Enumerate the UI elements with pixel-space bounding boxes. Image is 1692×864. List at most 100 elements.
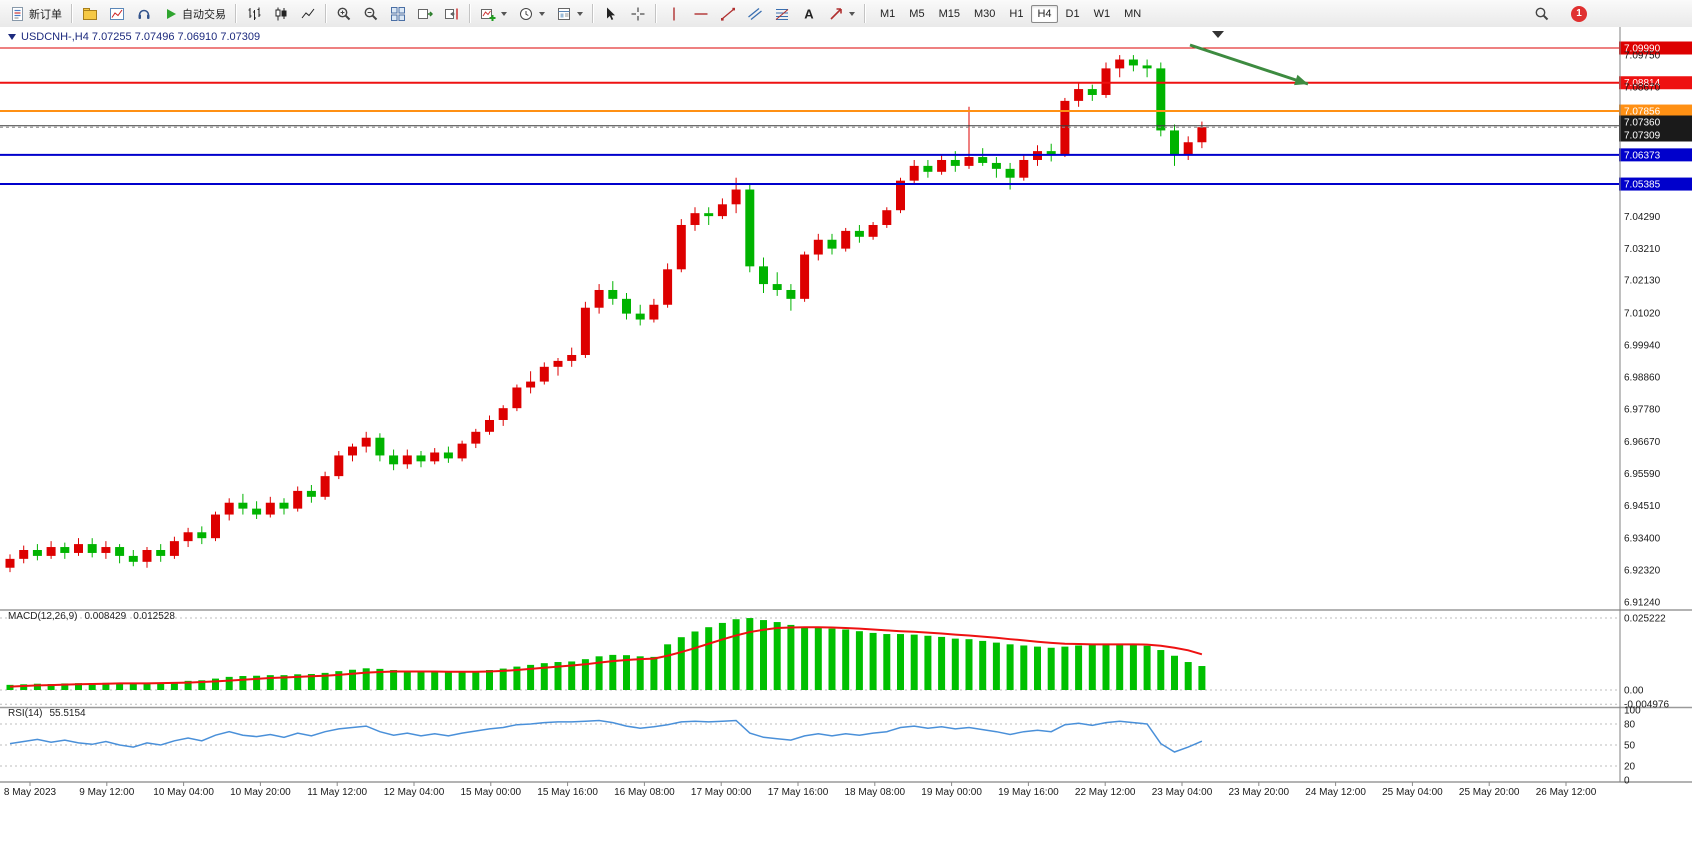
chart-shift-button[interactable] — [439, 2, 465, 26]
svg-text:6.94510: 6.94510 — [1624, 501, 1661, 512]
svg-text:20: 20 — [1624, 762, 1636, 773]
svg-text:7.03210: 7.03210 — [1624, 244, 1661, 255]
trend-arrow-annotation[interactable] — [1189, 43, 1309, 86]
svg-text:7.09750: 7.09750 — [1624, 51, 1661, 62]
trendline-tool-button[interactable] — [715, 2, 741, 26]
channel-icon — [748, 7, 762, 20]
market-watch-button[interactable] — [131, 2, 157, 26]
horizontal-price-lines[interactable] — [0, 47, 1620, 186]
line-chart-icon — [301, 8, 315, 18]
svg-text:6.91240: 6.91240 — [1624, 598, 1661, 609]
text-tool-button[interactable]: A — [796, 2, 822, 26]
cursor-icon — [607, 7, 615, 20]
fibonacci-tool-button[interactable] — [769, 2, 795, 26]
candlestick-mode-button[interactable] — [268, 2, 294, 26]
indicators-icon — [481, 8, 496, 21]
candles — [5, 55, 1207, 573]
rsi-name: RSI(14) — [8, 708, 43, 719]
svg-text:25 May 20:00: 25 May 20:00 — [1459, 787, 1520, 798]
svg-text:50: 50 — [1624, 741, 1636, 752]
text-icon: A — [804, 6, 814, 21]
profiles-button[interactable] — [77, 2, 103, 26]
new-chart-icon — [110, 7, 124, 20]
line-chart-mode-button[interactable] — [295, 2, 321, 26]
svg-text:9 May 12:00: 9 May 12:00 — [79, 787, 134, 798]
toolbar-separator — [469, 4, 471, 23]
svg-text:6.99940: 6.99940 — [1624, 340, 1661, 351]
clock-icon — [520, 7, 532, 20]
svg-text:8 May 2023: 8 May 2023 — [4, 787, 57, 798]
new-order-button[interactable]: 新订单 — [5, 2, 67, 26]
timeframe-mn[interactable]: MN — [1124, 7, 1142, 20]
vertical-line-tool-button[interactable] — [661, 2, 687, 26]
auto-scroll-button[interactable] — [412, 2, 438, 26]
time-axis[interactable]: 8 May 2023 9 May 12:00 10 May 04:00 10 May … — [4, 782, 1597, 798]
timeframe-group: M1 M5 M15 M30 H1 H4 D1 W1 MN — [874, 4, 1147, 23]
timeframe-h4[interactable]: H4 — [1031, 4, 1058, 23]
svg-text:22 May 12:00: 22 May 12:00 — [1075, 787, 1136, 798]
search-button[interactable] — [1529, 2, 1555, 26]
bar-chart-mode-button[interactable] — [241, 2, 267, 26]
svg-text:19 May 16:00: 19 May 16:00 — [998, 787, 1059, 798]
zoom-in-button[interactable] — [331, 2, 357, 26]
rsi-indicator-label: RSI(14) 55.5154 — [8, 708, 86, 719]
svg-text:25 May 04:00: 25 May 04:00 — [1382, 787, 1443, 798]
pane-separators[interactable] — [0, 609, 1692, 783]
template-icon — [558, 7, 570, 20]
svg-text:7.04290: 7.04290 — [1624, 212, 1661, 223]
tile-windows-button[interactable] — [385, 2, 411, 26]
svg-text:7.09990: 7.09990 — [1624, 44, 1661, 55]
svg-text:7.07309: 7.07309 — [1624, 131, 1661, 142]
svg-text:7.08814: 7.08814 — [1624, 78, 1661, 89]
timeframe-m30[interactable]: M30 — [973, 7, 996, 20]
rsi-pane — [0, 719, 1620, 767]
macd-indicator-label: MACD(12,26,9) 0.008429 0.012528 — [8, 611, 175, 622]
svg-text:17 May 16:00: 17 May 16:00 — [768, 787, 829, 798]
svg-text:0.025222: 0.025222 — [1624, 614, 1666, 625]
timeframe-w1[interactable]: W1 — [1093, 7, 1111, 20]
svg-text:7.07856: 7.07856 — [1624, 107, 1661, 118]
ohlc-bars-icon — [248, 7, 261, 20]
toolbar-right-group: 1 — [1529, 2, 1587, 26]
periods-button[interactable] — [513, 2, 550, 26]
svg-text:10 May 20:00: 10 May 20:00 — [230, 787, 291, 798]
svg-text:24 May 12:00: 24 May 12:00 — [1305, 787, 1366, 798]
autotrading-button[interactable]: 自动交易 — [158, 2, 231, 26]
svg-text:7.02130: 7.02130 — [1624, 276, 1661, 287]
zoom-out-button[interactable] — [358, 2, 384, 26]
search-icon — [1535, 7, 1549, 20]
zoom-in-icon — [337, 7, 351, 20]
expander-triangle-icon[interactable] — [8, 34, 16, 40]
channel-tool-button[interactable] — [742, 2, 768, 26]
templates-button[interactable] — [551, 2, 588, 26]
main-toolbar: 新订单 自动交易 — [0, 0, 1692, 28]
timeframe-m15[interactable]: M15 — [938, 7, 960, 20]
chart-shift-marker — [1212, 31, 1224, 38]
horizontal-line-icon — [694, 12, 708, 15]
arrows-tool-button[interactable] — [823, 2, 860, 26]
headset-icon — [138, 9, 150, 19]
timeframe-m1[interactable]: M1 — [880, 7, 896, 20]
timeframe-d1[interactable]: D1 — [1065, 7, 1080, 20]
autotrading-label: 自动交易 — [182, 8, 226, 21]
svg-text:26 May 12:00: 26 May 12:00 — [1536, 787, 1597, 798]
toolbar-separator — [71, 4, 73, 23]
macd-pane — [0, 617, 1620, 705]
horizontal-line-tool-button[interactable] — [688, 2, 714, 26]
notification-badge[interactable]: 1 — [1571, 5, 1587, 22]
rsi-value: 55.5154 — [49, 708, 86, 719]
indicators-button[interactable] — [475, 2, 512, 26]
svg-text:16 May 08:00: 16 May 08:00 — [614, 787, 675, 798]
timeframe-m5[interactable]: M5 — [909, 7, 925, 20]
macd-signal-value: 0.012528 — [133, 611, 175, 622]
cursor-tool-button[interactable] — [598, 2, 624, 26]
svg-text:6.92320: 6.92320 — [1624, 566, 1661, 577]
chart-shift-icon — [445, 8, 458, 19]
crosshair-tool-button[interactable] — [625, 2, 651, 26]
svg-text:6.98860: 6.98860 — [1624, 372, 1661, 383]
arrow-object-icon — [830, 7, 842, 20]
timeframe-h1[interactable]: H1 — [1009, 7, 1024, 20]
new-chart-button[interactable] — [104, 2, 130, 26]
